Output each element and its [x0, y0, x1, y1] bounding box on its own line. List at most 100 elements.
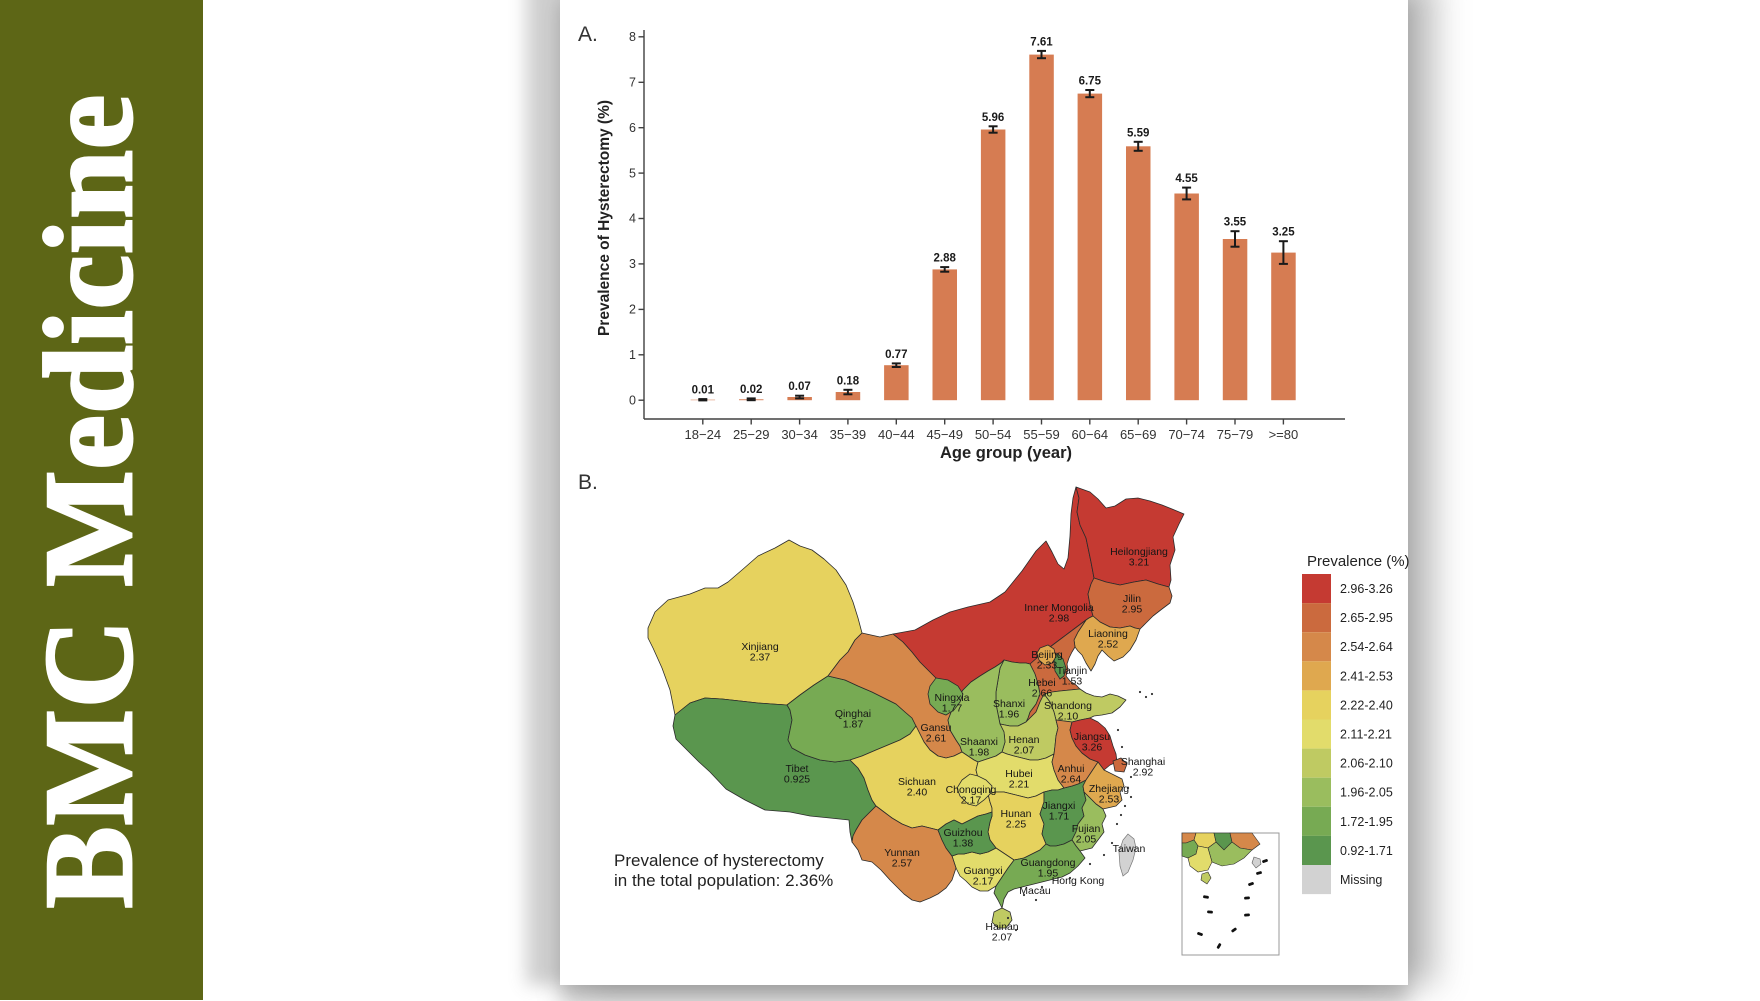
- svg-text:0.07: 0.07: [788, 381, 810, 393]
- svg-text:25−29: 25−29: [733, 427, 770, 442]
- svg-text:40−44: 40−44: [878, 427, 915, 442]
- svg-text:2.95: 2.95: [1122, 604, 1143, 616]
- svg-text:7: 7: [629, 76, 636, 90]
- svg-text:1.87: 1.87: [843, 719, 864, 731]
- svg-text:2.88: 2.88: [934, 253, 957, 265]
- svg-text:3.26: 3.26: [1082, 742, 1103, 754]
- svg-text:2.07: 2.07: [992, 932, 1013, 944]
- svg-text:2: 2: [629, 303, 636, 317]
- svg-text:Guangxi: Guangxi: [963, 865, 1002, 877]
- svg-text:Prevalence of hysterectomy: Prevalence of hysterectomy: [614, 851, 824, 870]
- svg-text:in the total population: 2.36%: in the total population: 2.36%: [614, 871, 833, 890]
- svg-text:B.: B.: [578, 471, 598, 494]
- svg-text:Shanxi: Shanxi: [993, 698, 1025, 710]
- svg-text:3.21: 3.21: [1129, 557, 1150, 569]
- svg-text:Shanghai: Shanghai: [1121, 756, 1165, 768]
- svg-text:0.18: 0.18: [837, 375, 860, 387]
- svg-text:Tianjin: Tianjin: [1057, 665, 1088, 677]
- svg-text:2.22-2.40: 2.22-2.40: [1340, 698, 1393, 712]
- svg-text:0.77: 0.77: [885, 349, 907, 361]
- svg-text:2.17: 2.17: [961, 795, 982, 807]
- svg-text:Hebei: Hebei: [1028, 677, 1055, 689]
- svg-text:Xinjiang: Xinjiang: [741, 641, 779, 653]
- svg-text:Age group (year): Age group (year): [940, 444, 1072, 462]
- svg-text:2.25: 2.25: [1006, 819, 1027, 831]
- svg-text:60−64: 60−64: [1072, 427, 1109, 442]
- svg-text:2.33: 2.33: [1037, 660, 1058, 672]
- svg-text:Macau: Macau: [1019, 885, 1051, 897]
- svg-text:5: 5: [629, 166, 636, 180]
- svg-text:1.96: 1.96: [999, 709, 1020, 721]
- svg-text:2.21: 2.21: [1009, 779, 1030, 791]
- svg-text:3.25: 3.25: [1272, 227, 1295, 239]
- svg-text:Shandong: Shandong: [1044, 700, 1092, 712]
- svg-text:2.10: 2.10: [1058, 711, 1079, 723]
- svg-text:30−34: 30−34: [781, 427, 818, 442]
- svg-text:2.65-2.95: 2.65-2.95: [1340, 611, 1393, 625]
- svg-text:Qinghai: Qinghai: [835, 708, 871, 720]
- svg-text:3.55: 3.55: [1224, 217, 1247, 229]
- svg-text:1.96-2.05: 1.96-2.05: [1340, 786, 1393, 800]
- svg-text:6.75: 6.75: [1079, 76, 1102, 88]
- svg-text:1.95: 1.95: [1038, 868, 1059, 880]
- svg-text:70−74: 70−74: [1168, 427, 1205, 442]
- svg-text:Shaanxi: Shaanxi: [960, 736, 998, 748]
- svg-text:Hong Kong: Hong Kong: [1052, 875, 1105, 887]
- svg-text:65−69: 65−69: [1120, 427, 1157, 442]
- svg-text:Tibet: Tibet: [786, 763, 809, 775]
- svg-text:2.37: 2.37: [750, 652, 771, 664]
- svg-text:Guizhou: Guizhou: [943, 827, 982, 839]
- svg-text:5.96: 5.96: [982, 112, 1004, 124]
- svg-text:Ningxia: Ningxia: [934, 692, 969, 704]
- svg-text:75−79: 75−79: [1217, 427, 1254, 442]
- svg-text:Chongqing: Chongqing: [946, 784, 997, 796]
- svg-text:Anhui: Anhui: [1058, 763, 1085, 775]
- svg-text:0: 0: [629, 393, 636, 407]
- svg-text:45−49: 45−49: [926, 427, 963, 442]
- svg-text:Prevalence (%): Prevalence (%): [1307, 553, 1410, 570]
- svg-text:2.07: 2.07: [1014, 745, 1035, 757]
- svg-text:Jiangxi: Jiangxi: [1043, 800, 1076, 812]
- svg-text:0.02: 0.02: [740, 384, 762, 396]
- svg-text:Gansu: Gansu: [921, 722, 952, 734]
- svg-text:3: 3: [629, 257, 636, 271]
- svg-text:Zhejiang: Zhejiang: [1089, 783, 1129, 795]
- svg-text:1.98: 1.98: [969, 747, 990, 759]
- svg-text:2.96-3.26: 2.96-3.26: [1340, 582, 1393, 596]
- svg-text:Sichuan: Sichuan: [898, 776, 936, 788]
- svg-text:Jiangsu: Jiangsu: [1074, 731, 1110, 743]
- svg-text:2.05: 2.05: [1076, 834, 1097, 846]
- svg-text:Heilongjiang: Heilongjiang: [1110, 546, 1168, 558]
- svg-text:2.41-2.53: 2.41-2.53: [1340, 669, 1393, 683]
- svg-text:4.55: 4.55: [1175, 173, 1198, 185]
- svg-text:2.92: 2.92: [1133, 767, 1154, 779]
- svg-text:2.53: 2.53: [1099, 794, 1120, 806]
- svg-text:4: 4: [629, 212, 636, 226]
- svg-text:2.66: 2.66: [1032, 688, 1053, 700]
- svg-text:2.11-2.21: 2.11-2.21: [1340, 728, 1392, 742]
- svg-text:Liaoning: Liaoning: [1088, 628, 1128, 640]
- svg-text:2.98: 2.98: [1049, 613, 1070, 625]
- svg-text:35−39: 35−39: [830, 427, 867, 442]
- svg-text:1.38: 1.38: [953, 838, 974, 850]
- svg-text:0.01: 0.01: [692, 385, 715, 397]
- svg-text:1.72-1.95: 1.72-1.95: [1340, 815, 1393, 829]
- svg-text:50−54: 50−54: [975, 427, 1012, 442]
- svg-text:0.92-1.71: 0.92-1.71: [1340, 844, 1393, 858]
- svg-text:Yunnan: Yunnan: [884, 847, 920, 859]
- svg-text:1.53: 1.53: [1062, 676, 1083, 688]
- svg-text:8: 8: [629, 30, 636, 44]
- svg-text:2.06-2.10: 2.06-2.10: [1340, 757, 1393, 771]
- svg-text:1.77: 1.77: [942, 703, 963, 715]
- svg-text:55−59: 55−59: [1023, 427, 1060, 442]
- svg-text:Jilin: Jilin: [1123, 593, 1141, 605]
- svg-text:A.: A.: [578, 23, 598, 46]
- svg-text:Fujian: Fujian: [1072, 823, 1101, 835]
- svg-text:1: 1: [629, 348, 636, 362]
- svg-text:Prevalence of Hysterectomy (%): Prevalence of Hysterectomy (%): [596, 100, 613, 336]
- svg-text:0.925: 0.925: [784, 774, 810, 786]
- svg-text:2.64: 2.64: [1061, 774, 1082, 786]
- svg-text:2.61: 2.61: [926, 733, 947, 745]
- svg-text:2.57: 2.57: [892, 858, 913, 870]
- svg-text:Beijing: Beijing: [1031, 649, 1063, 661]
